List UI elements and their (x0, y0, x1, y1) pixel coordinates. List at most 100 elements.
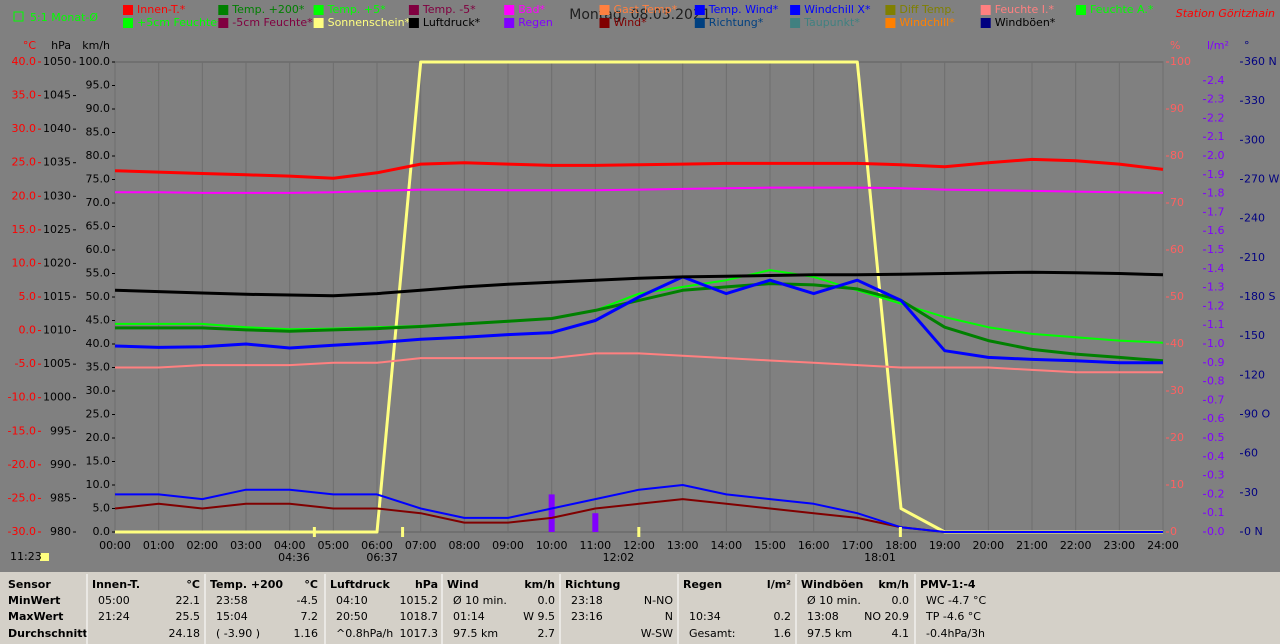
legend-label: -5cm Feuchte* (232, 16, 313, 29)
stats-cell: 23:16 (571, 610, 603, 623)
legend-label: Temp. +5* (327, 3, 387, 16)
stats-cell: WC -4.7 °C (926, 594, 987, 607)
stats-value: N (665, 610, 673, 623)
x-tick-label: 17:00 (841, 539, 873, 552)
x-tick-label: 04:00 (274, 539, 306, 552)
y-tick-label: -25.0 (8, 491, 36, 504)
y-tick-label: 25.0 (12, 156, 37, 169)
stats-value: 0.2 (774, 610, 792, 623)
x-tick-label: 02:00 (186, 539, 218, 552)
stats-value: W-SW (641, 627, 673, 640)
legend-swatch (408, 18, 419, 28)
legend-label: Temp. -5* (422, 3, 476, 16)
y-tick-label: 1010 (43, 324, 71, 337)
stats-row-label: MinWert (8, 594, 60, 607)
y-tick-label: 20.0 (12, 189, 37, 202)
stats-value: N-NO (644, 594, 673, 607)
legend-swatch (599, 18, 610, 28)
event-label: 18:01 (864, 551, 896, 564)
stats-cell: 01:14 (453, 610, 485, 623)
y-tick-label: 10.0 (12, 256, 37, 269)
stats-cell: ^0.8hPa/h (336, 627, 393, 640)
x-tick-label: 11:00 (579, 539, 611, 552)
legend-label: Temp. +200* (231, 3, 305, 16)
y-tick-label: 40.0 (12, 55, 37, 68)
y-tick-label: 980 (50, 525, 71, 538)
event-label: 06:37 (366, 551, 398, 564)
stats-cell: ( -3.90 ) (216, 627, 260, 640)
stats-value: 24.18 (169, 627, 201, 640)
legend-label: Taupunkt* (803, 16, 860, 29)
series-line (115, 269, 1164, 344)
y-tick-label: 35.0 (86, 361, 111, 374)
y-tick-label: 2.2 (1207, 111, 1225, 124)
legend-swatch (599, 5, 610, 15)
y-tick-label: 55.0 (86, 267, 111, 280)
stats-cell: Ø 10 min. (807, 594, 861, 607)
legend-swatch (313, 18, 324, 28)
stats-value: 1018.7 (400, 610, 439, 623)
stats-header: PMV-1:-4 (920, 578, 976, 591)
y-tick-label: 60.0 (86, 243, 111, 256)
y-tick-label: 1.2 (1207, 299, 1225, 312)
day-length: 11:23 (10, 550, 42, 563)
x-tick-label: 08:00 (448, 539, 480, 552)
y-tick-label: 50 (1170, 290, 1184, 303)
x-tick-label: 00:00 (99, 539, 131, 552)
y-tick-label: 0 (1170, 525, 1177, 538)
axis-title: km/h (82, 39, 110, 52)
legend-label: Bad* (518, 3, 545, 16)
axis-title: hPa (51, 39, 71, 52)
y-tick-label: 1025 (43, 223, 71, 236)
stats-cell: 10:34 (689, 610, 721, 623)
y-tick-label: 45.0 (86, 314, 111, 327)
y-tick-label: 35.0 (12, 89, 37, 102)
y-tick-label: 80 (1170, 149, 1184, 162)
legend-label: Gast Temp* (614, 3, 678, 16)
y-tick-label: 100 (1170, 55, 1191, 68)
y-tick-label: 90.0 (86, 102, 111, 115)
y-tick-label: 0.5 (1207, 431, 1225, 444)
stats-row-label: Durchschnitt (8, 627, 88, 640)
legend-label: Diff Temp. (899, 3, 954, 16)
stats-value: 25.5 (176, 610, 201, 623)
legend-label: Innen-T.* (137, 3, 186, 16)
legend-swatch (313, 5, 324, 15)
stats-header: Temp. +200 (210, 578, 283, 591)
y-tick-label: 0.1 (1207, 506, 1225, 519)
stats-value: 0.0 (892, 594, 910, 607)
y-tick-label: 1040 (43, 122, 71, 135)
stats-cell: Ø 10 min. (453, 594, 507, 607)
legend-swatch (504, 5, 515, 15)
y-tick-label: -5.0 (15, 357, 36, 370)
stats-value: NO 20.9 (864, 610, 909, 623)
y-tick-label: 0.0 (93, 525, 111, 538)
legend-label: Temp. Wind* (708, 3, 779, 16)
stats-unit: l/m² (767, 578, 791, 591)
event-marker (401, 527, 405, 537)
legend-swatch (694, 5, 705, 15)
stats-header: Innen-T. (92, 578, 140, 591)
y-tick-label: 70 (1170, 196, 1184, 209)
stats-unit: hPa (415, 578, 438, 591)
y-tick-label: 270 W (1244, 173, 1279, 186)
stats-value: 7.2 (301, 610, 319, 623)
stats-cell: Gesamt: (689, 627, 736, 640)
x-tick-label: 07:00 (405, 539, 437, 552)
sun-icon (40, 553, 49, 561)
stats-panel (0, 572, 1280, 644)
y-tick-label: 2.1 (1207, 130, 1225, 143)
stats-header: Richtung (565, 578, 620, 591)
y-tick-label: 50.0 (86, 290, 111, 303)
stats-value: 0.0 (538, 594, 556, 607)
event-label: 04:36 (278, 551, 310, 564)
series-line (114, 157, 1164, 180)
legend-swatch (790, 18, 801, 28)
y-tick-label: 1.7 (1207, 205, 1225, 218)
y-tick-label: 95.0 (86, 79, 111, 92)
series-line (115, 484, 1163, 533)
y-tick-label: 0.8 (1207, 375, 1225, 388)
stats-cell: 21:24 (98, 610, 130, 623)
stats-value: 1015.2 (400, 594, 439, 607)
y-tick-label: 0.0 (19, 324, 37, 337)
